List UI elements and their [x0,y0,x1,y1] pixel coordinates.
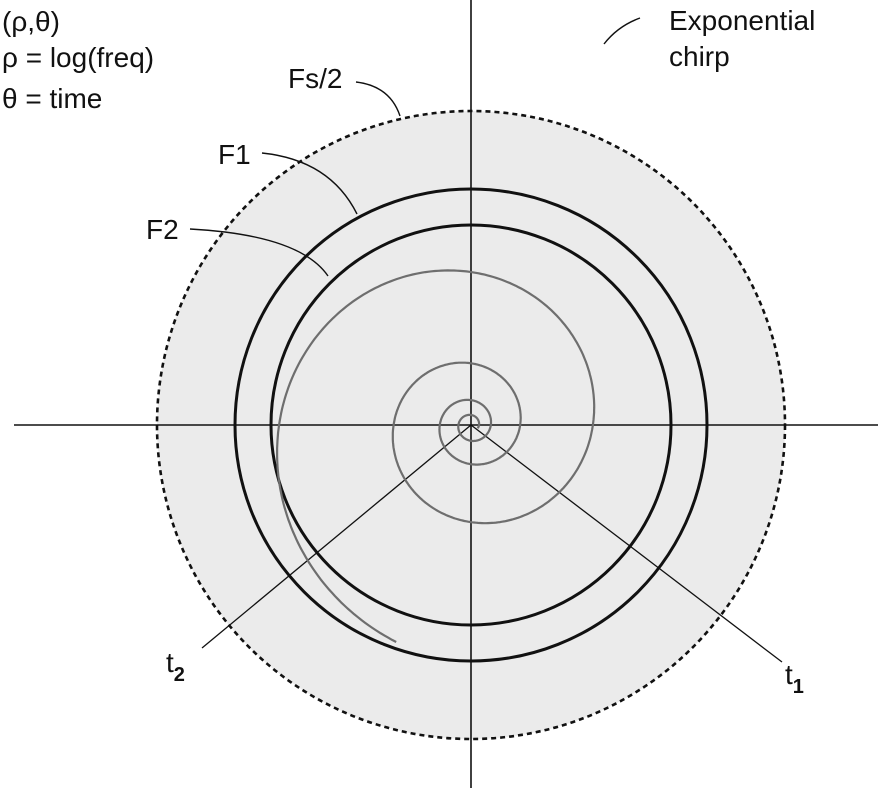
t1-radial-line [470,424,783,663]
exponential-chirp-spiral [276,269,596,643]
f2-circle [269,223,673,627]
f1-label: F1 [218,139,251,170]
chirp-label-line2: chirp [669,41,730,72]
nyquist-leader-line [355,81,401,117]
f1-circle [233,187,709,663]
legend-rho-definition: ρ = log(freq) [2,42,154,73]
f1-leader-line [261,152,358,215]
t2-radial-line [201,424,472,649]
nyquist-label: Fs/2 [288,63,342,94]
f2-label: F2 [146,214,179,245]
chirp-leader-line [603,17,641,45]
t2-label: t2 [166,647,185,686]
chirp-label-line1: Exponential [669,5,815,36]
legend-coordinates: (ρ,θ) [2,6,60,37]
t1-label: t1 [785,659,804,698]
f2-leader-line [189,228,329,277]
legend-theta-definition: θ = time [2,83,102,114]
nyquist-circle [155,109,787,741]
